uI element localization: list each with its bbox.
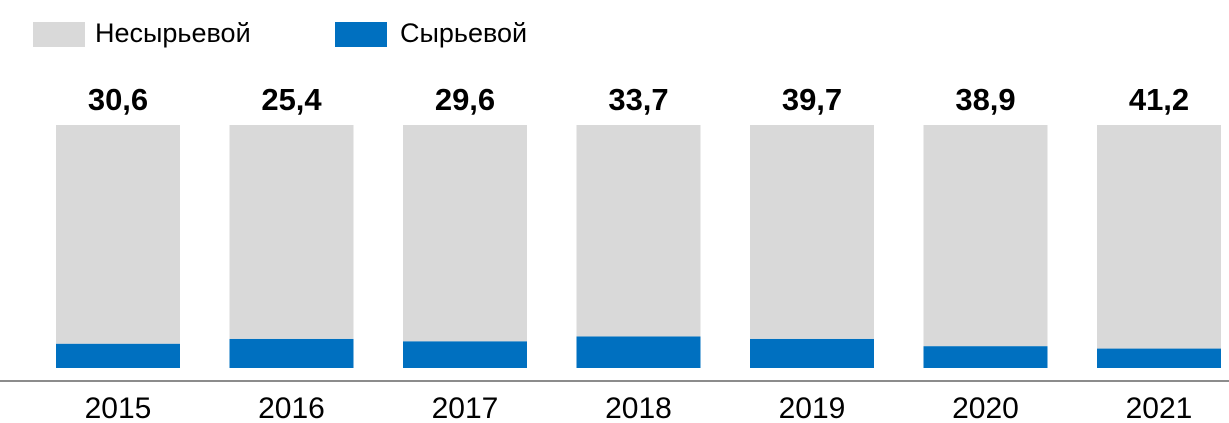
x-tick-label: 2015: [85, 392, 152, 423]
bar-segment: [576, 125, 701, 337]
total-label: 38,9: [955, 82, 1015, 117]
total-label: 30,6: [88, 82, 148, 117]
bar-segment: [1097, 348, 1221, 368]
bar-segment: [403, 341, 527, 368]
total-label: 41,2: [1129, 82, 1189, 117]
bar-segment: [403, 125, 527, 342]
x-tick-label: 2019: [779, 392, 846, 423]
bar-segment: [576, 336, 701, 368]
bar-segment: [56, 125, 180, 344]
bar-segment: [56, 343, 180, 368]
legend-label: Сырьевой: [400, 18, 527, 48]
legend-label: Несырьевой: [95, 18, 251, 48]
legend-swatch: [335, 22, 387, 47]
bar-segment: [923, 125, 1048, 347]
total-label: 39,7: [782, 82, 842, 117]
x-tick-label: 2016: [258, 392, 325, 423]
x-tick-label: 2018: [605, 392, 672, 423]
bar-segment: [923, 346, 1048, 368]
x-tick-label: 2020: [952, 392, 1019, 423]
x-tick-label: 2021: [1126, 392, 1193, 423]
bar-segment: [750, 338, 874, 368]
total-label: 25,4: [261, 82, 322, 117]
legend-swatch: [33, 22, 85, 47]
total-label: 29,6: [435, 82, 495, 117]
bar-segment: [229, 125, 354, 339]
x-tick-label: 2017: [432, 392, 499, 423]
total-label: 33,7: [608, 82, 668, 117]
bar-segment: [1097, 125, 1221, 349]
bar-segment: [750, 125, 874, 339]
bar-segment: [229, 338, 354, 368]
